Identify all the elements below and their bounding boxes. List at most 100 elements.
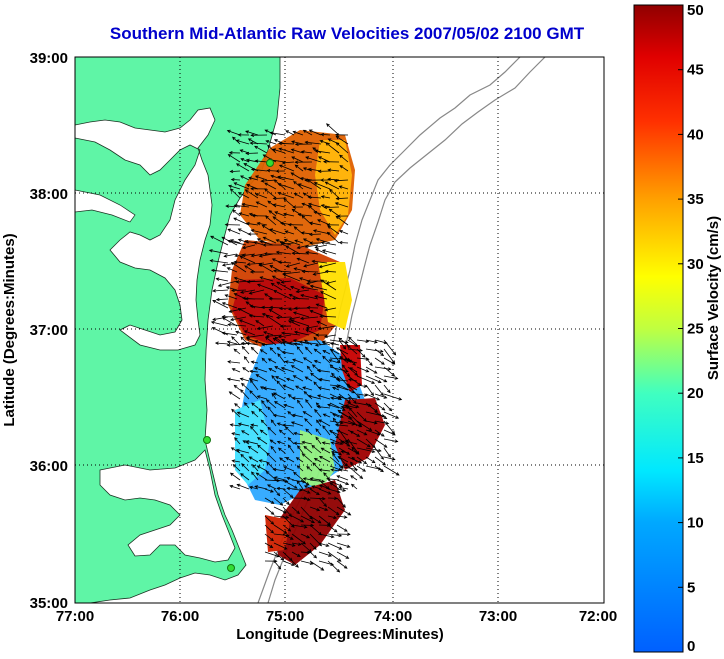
velocity-arrow [277,441,286,445]
velocity-arrow-head [215,277,220,281]
velocity-arrow [365,438,376,448]
velocity-arrow-head [303,391,308,395]
velocity-arrow [264,182,277,190]
velocity-arrow-head [283,466,288,470]
velocity-arrow-head [381,407,386,411]
velocity-arrow-head [317,394,321,398]
velocity-arrow-head [265,399,270,403]
velocity-arrow [238,212,250,217]
velocity-arrow [347,348,363,351]
velocity-arrow [327,515,337,519]
velocity-arrow [374,465,384,472]
velocity-arrow [225,294,238,300]
velocity-arrow-head [330,468,335,472]
velocity-arrow-head [261,399,265,404]
colorbar-tick-label: 50 [687,2,704,19]
velocity-arrow-head [225,286,230,290]
velocity-arrow [315,436,322,445]
velocity-arrow-head [307,205,312,209]
velocity-arrow-head [286,501,290,506]
velocity-arrow-head [240,389,244,393]
velocity-arrow [336,560,348,569]
velocity-arrow [347,456,362,464]
velocity-arrow [280,241,292,246]
velocity-arrow [296,346,304,355]
velocity-arrow-head [336,475,341,479]
velocity-arrow-head [311,485,316,489]
velocity-arrow [383,366,395,377]
velocity-arrow [296,480,304,490]
velocity-arrow-head [300,519,305,523]
velocity-arrow-head [346,544,351,548]
velocity-arrow-head [251,410,255,415]
velocity-arrow [251,424,259,427]
velocity-arrow-head [308,232,313,237]
velocity-arrow-head [268,309,273,313]
velocity-arrow [277,192,295,199]
velocity-arrow-head [285,245,290,249]
velocity-arrow [320,315,337,318]
velocity-arrow [216,278,229,282]
velocity-arrow-head [371,449,376,453]
velocity-arrow-head [380,468,384,473]
velocity-arrow [291,488,303,491]
velocity-arrow [222,332,238,336]
velocity-arrow-head [300,150,305,154]
velocity-arrow [339,469,349,472]
velocity-arrow [365,429,380,436]
velocity-arrow-head [313,336,318,341]
velocity-arrow [319,262,337,268]
velocity-arrow [365,393,380,401]
velocity-arrow-head [243,330,248,334]
velocity-arrow [383,357,395,365]
velocity-arrow [209,249,229,255]
velocity-arrow-head [340,465,344,469]
velocity-arrow-head [276,422,281,426]
x-tick-label: 73:00 [479,608,517,625]
velocity-arrow-head [373,421,378,425]
velocity-arrow-head [303,445,308,450]
velocity-arrow-head [240,341,245,346]
velocity-arrow-head [330,562,335,566]
velocity-arrow-head [249,390,253,394]
velocity-arrow-head [228,309,233,313]
velocity-arrow [247,280,265,283]
velocity-arrow-head [250,187,254,191]
velocity-arrow-head [291,413,296,418]
velocity-arrow-head [245,151,250,156]
velocity-arrow-head [283,212,287,217]
velocity-arrow-head [212,317,217,321]
velocity-arrow-head [271,275,276,279]
velocity-arrow-head [371,380,376,384]
velocity-arrow-head [259,429,264,433]
velocity-arrow [249,378,259,382]
velocity-arrow [309,542,317,550]
velocity-arrow-head [281,331,285,335]
velocity-arrow [271,375,277,382]
velocity-arrow [374,348,384,356]
velocity-arrow [356,366,369,373]
velocity-arrow [302,453,313,463]
velocity-arrow-head [227,360,231,364]
velocity-arrow-head [265,314,270,319]
velocity-arrow [347,393,357,404]
velocity-arrow-head [353,400,357,405]
velocity-arrow-head [270,521,275,525]
velocity-arrow-head [257,444,261,449]
velocity-arrow [285,230,295,235]
velocity-arrow-head [292,339,297,343]
velocity-arrow-head [251,402,255,406]
velocity-arrow-head [342,345,347,350]
velocity-arrow-head [279,457,283,461]
velocity-arrow [286,262,301,267]
velocity-arrow [212,300,229,309]
velocity-arrow [232,209,241,217]
velocity-arrow-head [278,164,283,168]
velocity-arrow-head [274,376,279,380]
velocity-arrow [295,164,304,172]
velocity-arrow-head [323,472,327,476]
velocity-arrow-head [245,341,250,346]
velocity-arrow-head [267,358,272,362]
velocity-arrow-head [324,308,329,312]
velocity-arrow-head [281,161,286,165]
